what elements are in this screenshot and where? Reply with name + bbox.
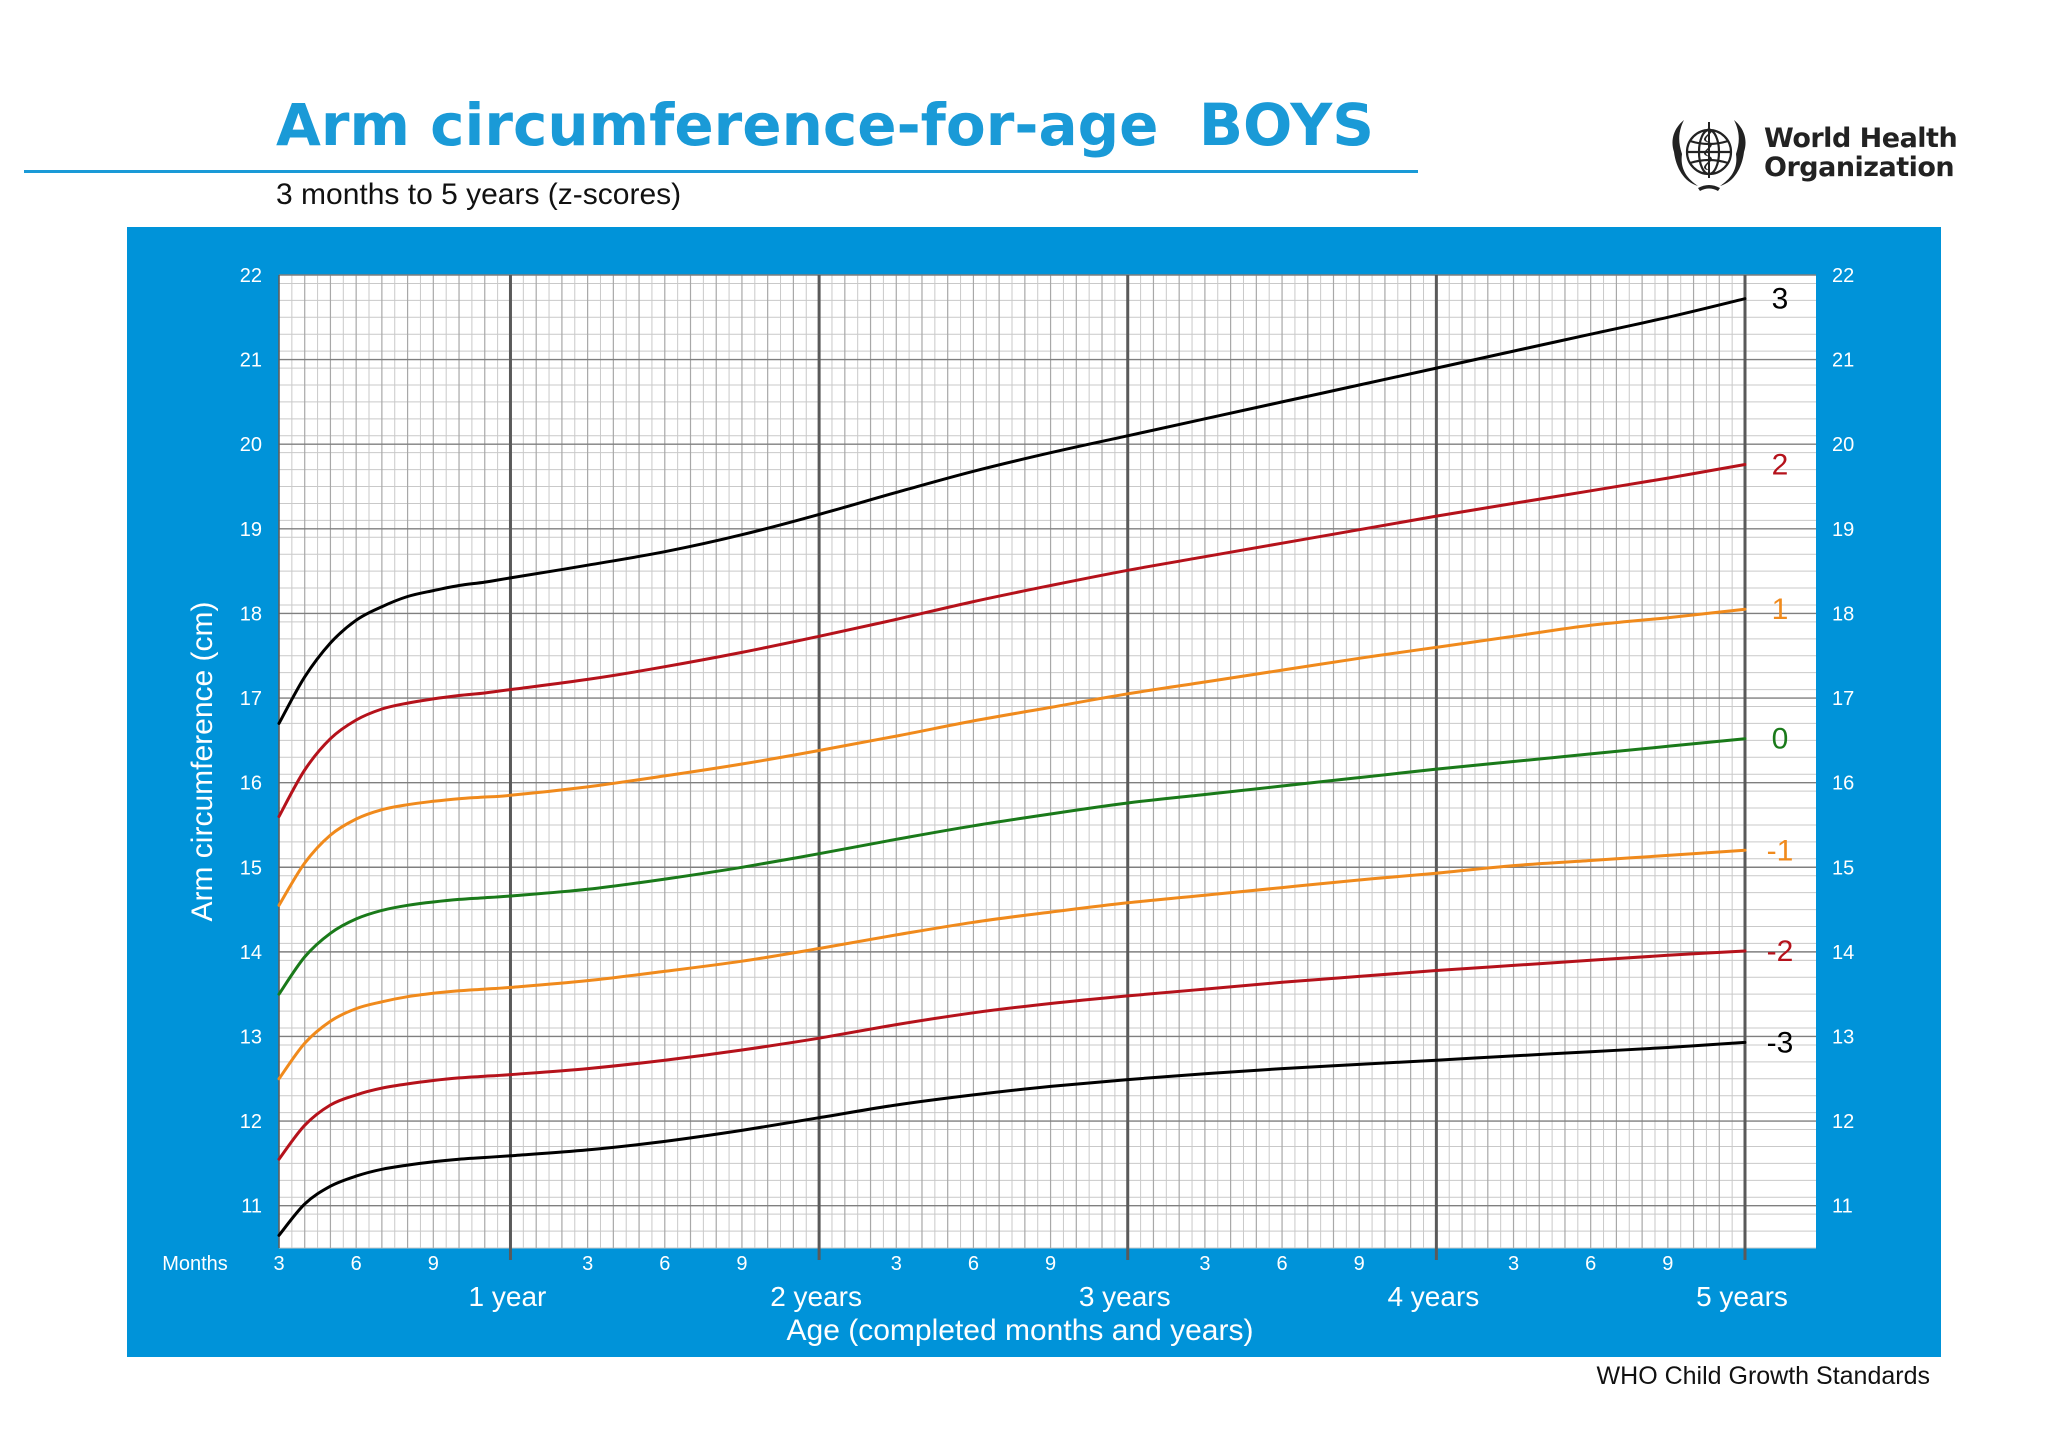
y-tick-label-right: 20 — [1832, 434, 1854, 456]
series-label-z0: 0 — [1772, 723, 1789, 756]
who-logo-line2: Organization — [1764, 152, 1955, 183]
y-tick-label-right: 18 — [1832, 603, 1854, 625]
y-tick-label-right: 19 — [1832, 519, 1854, 541]
source-footer: WHO Child Growth Standards — [1596, 1362, 1930, 1390]
x-tick-label-year: 1 year — [469, 1281, 547, 1312]
y-tick-label-left: 13 — [240, 1026, 262, 1048]
y-tick-label-right: 21 — [1832, 350, 1854, 372]
x-tick-label-month: 3 — [273, 1253, 284, 1275]
x-axis-title: Age (completed months and years) — [787, 1314, 1254, 1347]
x-tick-label-month: 6 — [351, 1253, 362, 1275]
x-tick-label-month: 9 — [1045, 1253, 1056, 1275]
x-tick-label-month: 3 — [891, 1253, 902, 1275]
x-tick-label-month: 6 — [968, 1253, 979, 1275]
y-tick-label-right: 13 — [1832, 1026, 1854, 1048]
y-tick-label-left: 21 — [240, 350, 262, 372]
x-tick-label-month: 6 — [1585, 1253, 1596, 1275]
y-tick-label-left: 19 — [240, 519, 262, 541]
series-label-z1: 1 — [1772, 593, 1789, 626]
y-tick-label-left: 12 — [240, 1111, 262, 1133]
y-tick-label-right: 22 — [1832, 265, 1854, 287]
x-tick-label-month: 9 — [428, 1253, 439, 1275]
y-tick-label-right: 11 — [1832, 1196, 1853, 1218]
y-tick-label-left: 16 — [240, 773, 262, 795]
y-axis-title: Arm circumference (cm) — [186, 601, 219, 921]
x-tick-label-month: 6 — [659, 1253, 670, 1275]
who-emblem-icon — [1672, 120, 1746, 191]
y-tick-label-left: 17 — [240, 688, 262, 710]
y-tick-label-left: 22 — [240, 265, 262, 287]
page-subtitle: 3 months to 5 years (z-scores) — [276, 178, 682, 211]
series-line-z3 — [277, 297, 1747, 725]
y-tick-label-left: 15 — [240, 857, 262, 879]
x-tick-label-month: 3 — [1508, 1253, 1519, 1275]
page-title: Arm circumference-for-age BOYS — [276, 91, 1375, 159]
y-tick-label-left: 14 — [240, 942, 262, 964]
x-unit-label: Months — [162, 1253, 228, 1275]
y-tick-label-right: 16 — [1832, 773, 1854, 795]
series-line-z-3 — [277, 1040, 1747, 1237]
series-line-z-1 — [277, 848, 1747, 1081]
who-logo-line1: World Health — [1764, 123, 1958, 154]
series-line-z1 — [277, 607, 1747, 907]
y-tick-label-left: 20 — [240, 434, 262, 456]
y-tick-label-right: 15 — [1832, 857, 1854, 879]
x-tick-label-year: 2 years — [770, 1281, 862, 1312]
series-label-z2: 2 — [1772, 449, 1789, 482]
y-tick-label-right: 17 — [1832, 688, 1854, 710]
x-tick-label-month: 9 — [736, 1253, 747, 1275]
x-tick-label-year: 3 years — [1079, 1281, 1171, 1312]
y-tick-label-left: 11 — [241, 1196, 262, 1218]
x-tick-label-month: 3 — [582, 1253, 593, 1275]
x-tick-label-year: 5 years — [1696, 1281, 1788, 1312]
series-label-z-3: -3 — [1767, 1026, 1794, 1059]
series-line-z2 — [277, 463, 1747, 818]
series-label-z3: 3 — [1772, 283, 1789, 316]
series-label-z-2: -2 — [1767, 935, 1794, 968]
y-tick-label-right: 14 — [1832, 942, 1854, 964]
title-underline — [24, 170, 1418, 173]
series-line-z-2 — [277, 949, 1747, 1161]
x-tick-label-year: 4 years — [1387, 1281, 1479, 1312]
y-tick-label-left: 18 — [240, 603, 262, 625]
series-line-z0 — [277, 737, 1747, 996]
x-tick-label-month: 9 — [1354, 1253, 1365, 1275]
x-tick-label-month: 6 — [1276, 1253, 1287, 1275]
y-tick-label-right: 12 — [1832, 1111, 1854, 1133]
x-tick-label-month: 9 — [1662, 1253, 1673, 1275]
series-label-z-1: -1 — [1767, 834, 1794, 867]
who-logo-text: World Health Organization — [1764, 123, 1958, 183]
x-tick-label-month: 3 — [1199, 1253, 1210, 1275]
